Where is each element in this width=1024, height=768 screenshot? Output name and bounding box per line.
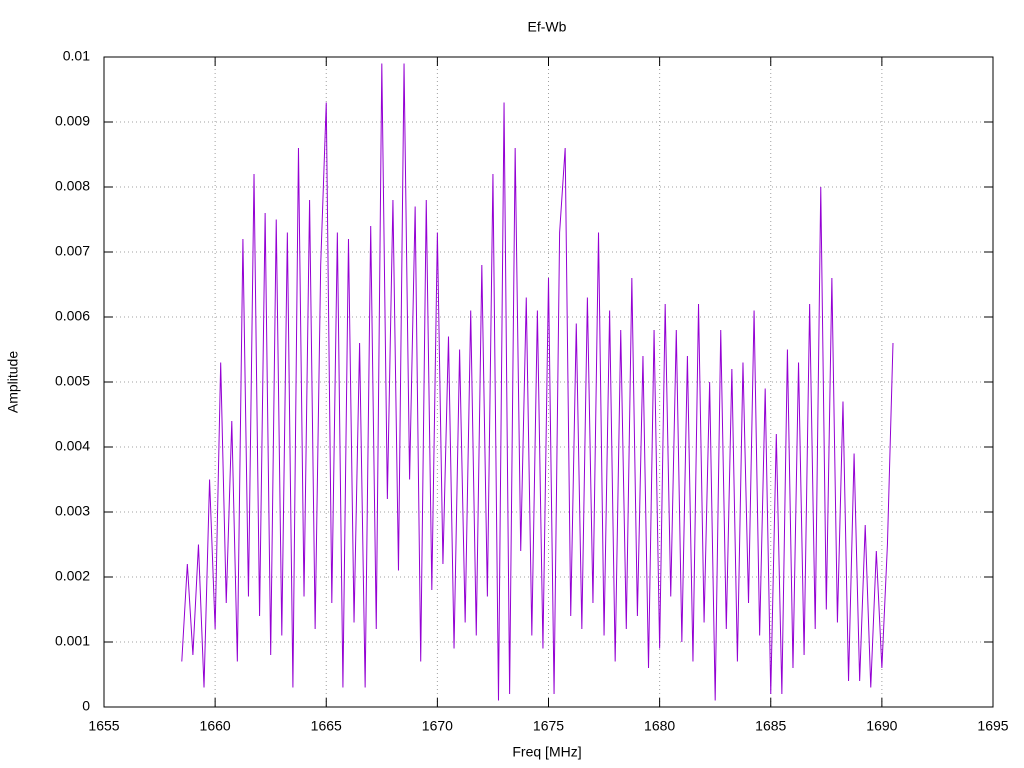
y-tick-label: 0.008 bbox=[55, 178, 90, 194]
x-tick-label: 1680 bbox=[644, 718, 675, 734]
x-tick-label: 1660 bbox=[200, 718, 231, 734]
y-tick-label: 0.002 bbox=[55, 568, 90, 584]
x-tick-label: 1665 bbox=[311, 718, 342, 734]
x-tick-label: 1685 bbox=[755, 718, 786, 734]
x-tick-label: 1675 bbox=[533, 718, 564, 734]
x-tick-label: 1695 bbox=[977, 718, 1008, 734]
data-line bbox=[181, 63, 894, 701]
y-tick-label: 0.009 bbox=[55, 113, 90, 129]
x-tick-label: 1690 bbox=[866, 718, 897, 734]
y-axis-label: Amplitude bbox=[5, 351, 21, 413]
y-tick-label: 0.01 bbox=[63, 48, 90, 64]
y-tick-label: 0.004 bbox=[55, 438, 90, 454]
y-tick-label: 0.003 bbox=[55, 503, 90, 519]
chart-title: Ef-Wb bbox=[528, 19, 567, 35]
y-tick-label: 0.001 bbox=[55, 633, 90, 649]
y-tick-label: 0.005 bbox=[55, 373, 90, 389]
x-tick-label: 1670 bbox=[422, 718, 453, 734]
x-axis-label: Freq [MHz] bbox=[512, 744, 581, 760]
y-tick-label: 0 bbox=[82, 698, 90, 714]
x-tick-label: 1655 bbox=[88, 718, 119, 734]
y-tick-label: 0.006 bbox=[55, 308, 90, 324]
y-tick-label: 0.007 bbox=[55, 243, 90, 259]
